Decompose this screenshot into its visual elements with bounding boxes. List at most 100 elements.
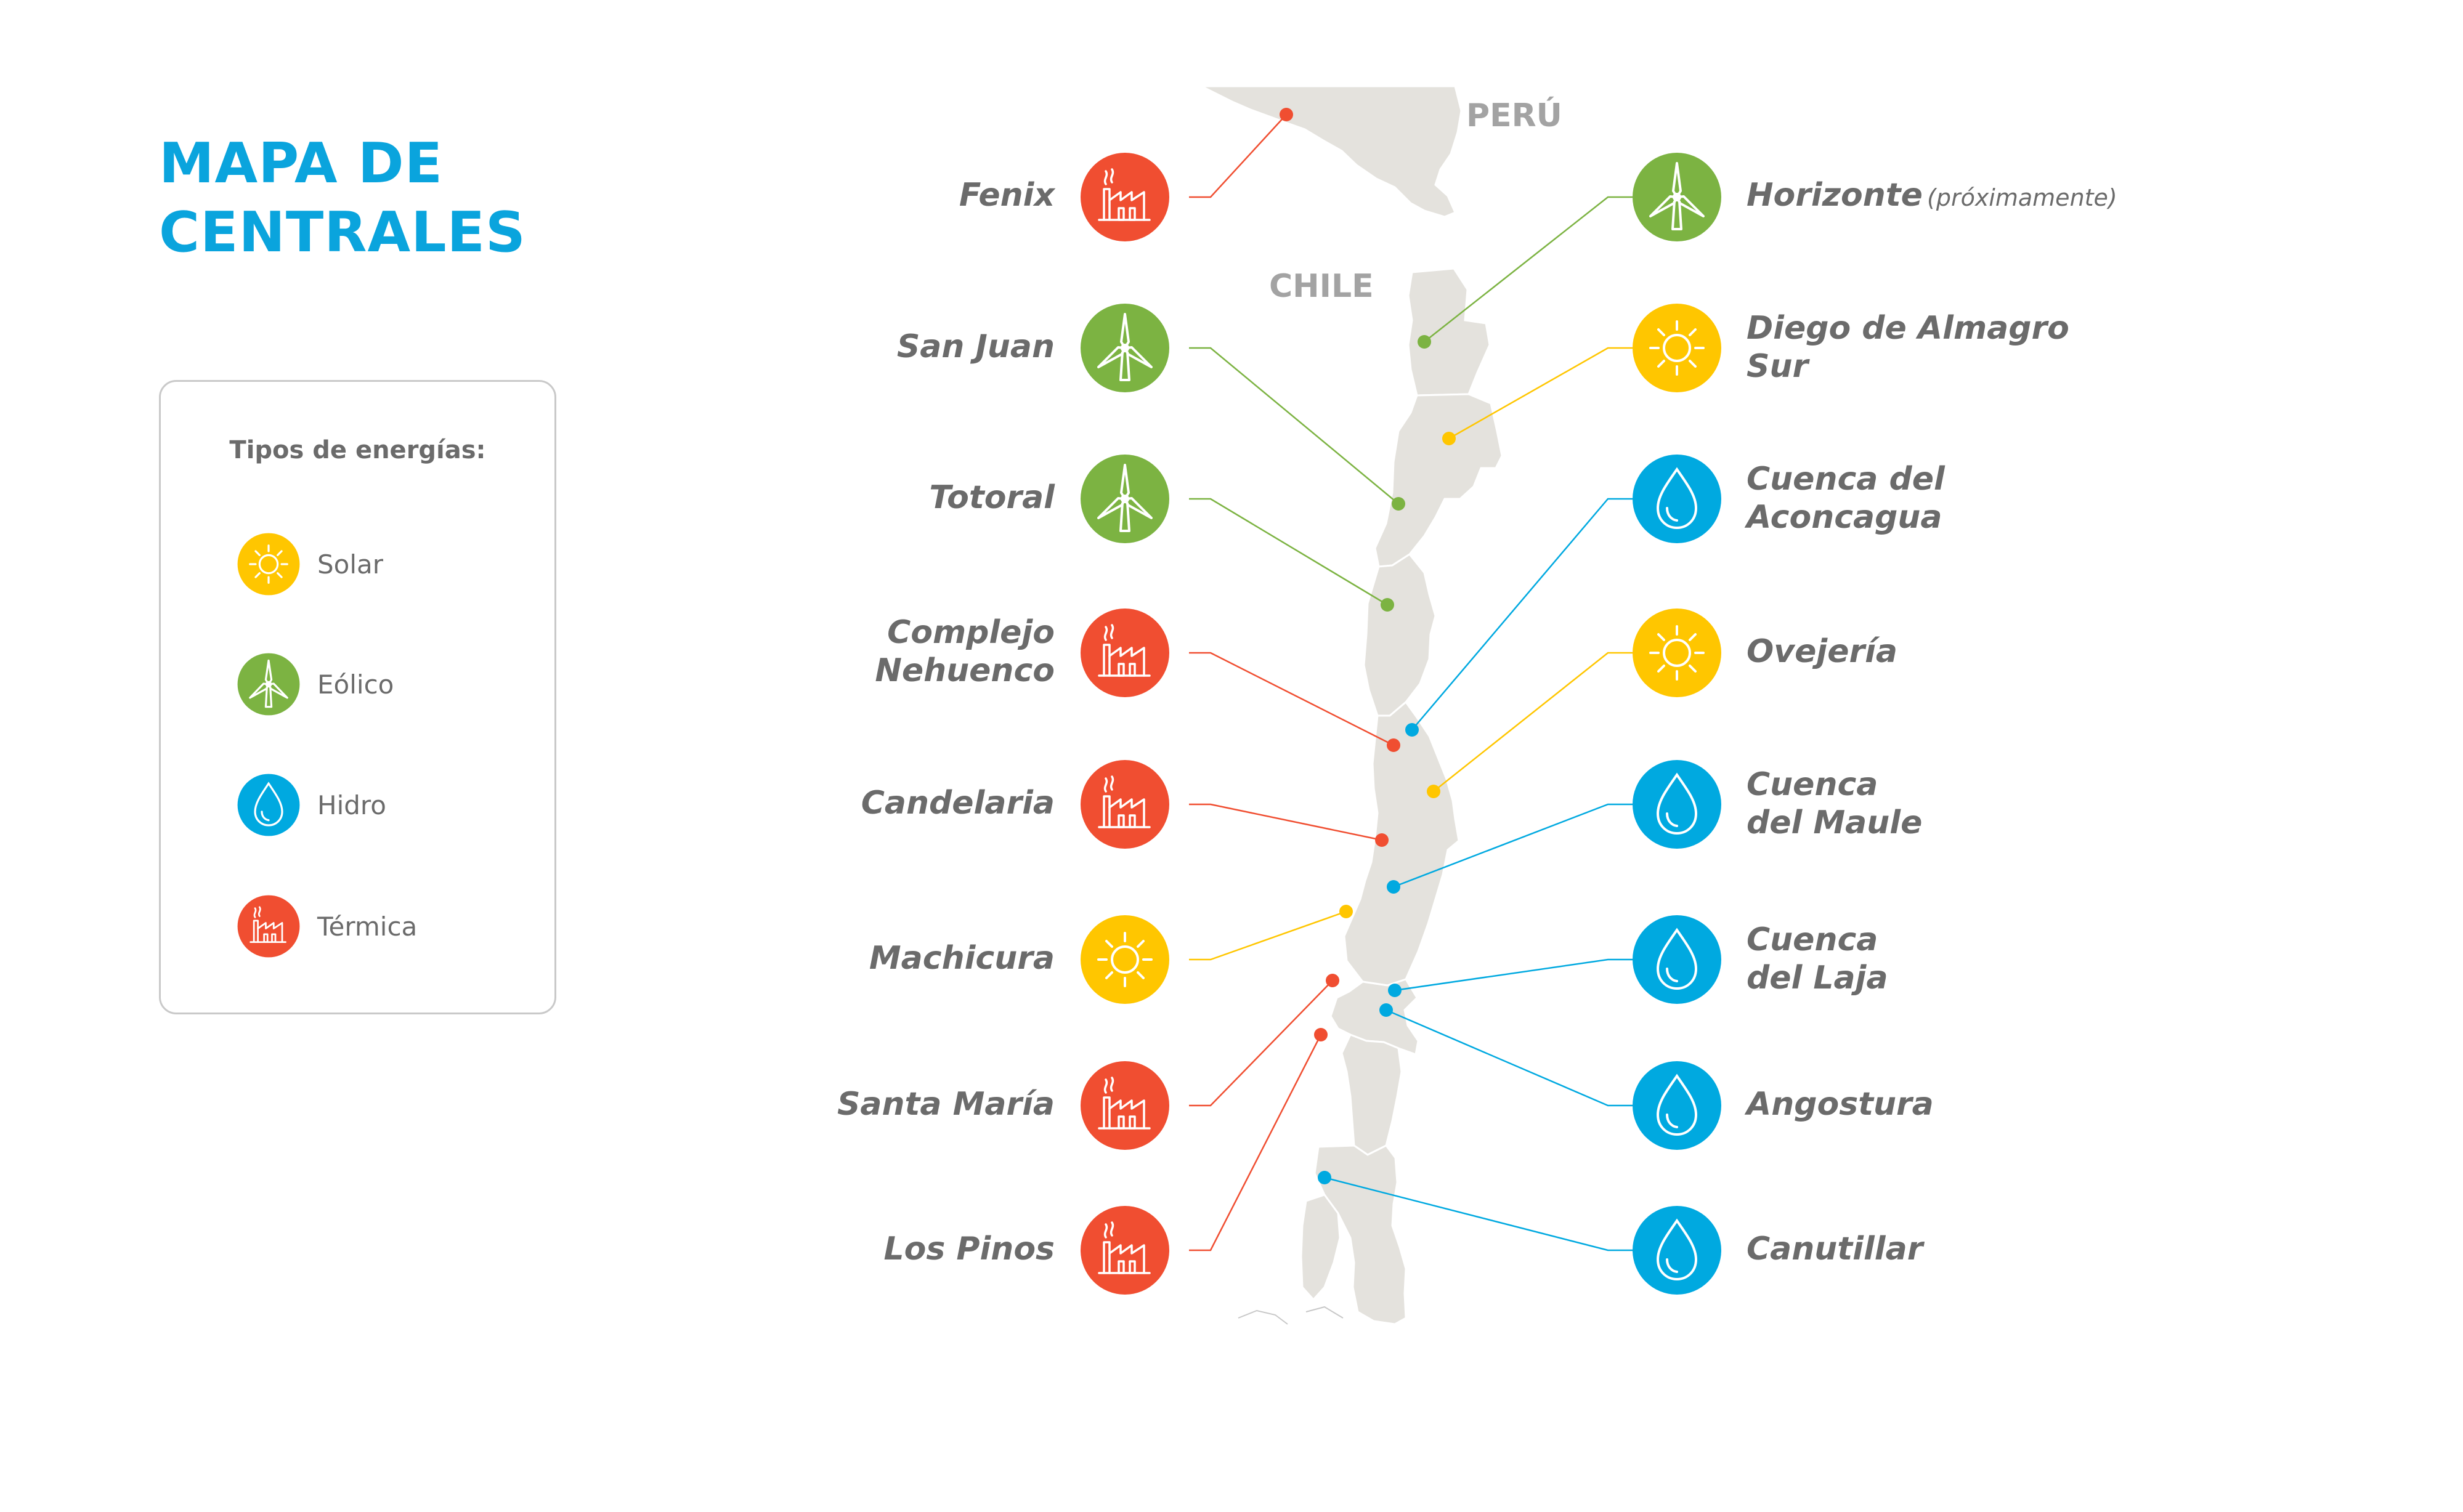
plant-label-fenix: Fenix (959, 177, 1056, 214)
horizonte-wind-turbine-icon (1631, 152, 1722, 243)
connector-ovejeria (1433, 652, 1633, 792)
maule-water-drop-icon (1631, 759, 1722, 850)
connector-candelaria (1189, 803, 1382, 841)
sun-icon (237, 533, 300, 596)
wind-turbine-icon (237, 653, 300, 716)
plant-label-laja-1: Cuenca (1747, 921, 1878, 958)
chile-atacama-region (1374, 393, 1503, 568)
dot-horizonte (1418, 335, 1431, 349)
plant-label-diego-almagro-2: Sur (1747, 348, 1810, 385)
fenix-factory-icon (1079, 152, 1171, 243)
legend-label-solar: Solar (317, 549, 384, 580)
plant-label-maule-2: del Maule (1747, 804, 1922, 841)
label-peru: PERÚ (1466, 96, 1562, 134)
diego-almagro-sun-icon (1631, 302, 1722, 394)
dot-machicura (1339, 905, 1353, 918)
laja-water-drop-icon (1631, 914, 1722, 1005)
plant-label-los-pinos: Los Pinos (883, 1231, 1055, 1267)
nehuenco-factory-icon (1079, 607, 1171, 698)
legend-item-hidro: Hidro (235, 771, 386, 839)
angostura-water-drop-icon (1631, 1060, 1722, 1151)
connector-totoral (1189, 498, 1388, 606)
legend-item-solar: Solar (235, 530, 383, 598)
connector-fenix (1189, 114, 1287, 198)
map-fragment-bottom (1238, 1306, 1344, 1325)
plant-label-san-juan: San Juan (897, 328, 1055, 365)
dot-candelaria (1375, 833, 1389, 847)
dot-santa-maria (1326, 974, 1339, 987)
legend-label-eolico: Eólico (317, 669, 394, 700)
connector-machicura (1189, 910, 1347, 961)
dot-los-pinos (1314, 1028, 1328, 1041)
chile-north-region (1407, 267, 1491, 397)
connector-aconcagua (1411, 498, 1633, 730)
dot-totoral (1381, 598, 1394, 612)
plant-label-santa-maria: Santa María (837, 1086, 1055, 1123)
legend-label-hidro: Hidro (317, 790, 386, 820)
location-dots (1280, 108, 1456, 1184)
connector-angostura (1386, 1009, 1633, 1107)
plant-label-angostura: Angostura (1744, 1086, 1934, 1123)
connector-nehuenco (1189, 652, 1394, 746)
aconcagua-water-drop-icon (1631, 453, 1722, 544)
dot-laja (1388, 984, 1402, 997)
santa-maria-factory-icon (1079, 1060, 1171, 1151)
connector-laja (1394, 958, 1633, 992)
energy-type-legend: Tipos de energías: Solar (159, 380, 556, 1014)
chiloe-island (1300, 1194, 1341, 1301)
chile-central-region (1343, 700, 1460, 987)
dot-fenix (1280, 108, 1293, 121)
plant-label-canutillar: Canutillar (1747, 1231, 1925, 1267)
dot-ovejeria (1427, 785, 1440, 798)
plant-label-aconcagua-2: Aconcagua (1744, 499, 1942, 536)
los-pinos-factory-icon (1079, 1205, 1171, 1296)
machicura-sun-icon (1079, 914, 1171, 1005)
plant-label-maule-1: Cuenca (1747, 766, 1878, 803)
plant-label-machicura: Machicura (869, 940, 1055, 977)
label-chile: CHILE (1269, 268, 1374, 305)
water-drop-icon (237, 774, 300, 836)
connector-horizonte (1424, 196, 1633, 342)
plant-label-aconcagua-1: Cuenca del (1747, 461, 1946, 498)
plant-label-ovejeria: Ovejería (1747, 633, 1897, 670)
plant-label-horizonte: Horizonte (1747, 177, 1923, 214)
plant-label-nehuenco-2: Nehuenco (875, 652, 1055, 689)
factory-icon (237, 895, 300, 958)
land-masses (1201, 85, 1503, 1325)
page-title: MAPA DE CENTRALES (159, 129, 526, 267)
legend-label-termica: Térmica (317, 911, 418, 942)
peru-landmass (1201, 85, 1463, 218)
plant-label-diego-almagro-1: Diego de Almagro (1747, 310, 2069, 347)
totoral-wind-turbine-icon (1079, 453, 1171, 544)
connector-lines (1189, 114, 1633, 1251)
dot-aconcagua (1405, 723, 1419, 737)
connector-diego-almagro (1448, 347, 1633, 440)
plant-label-nehuenco-1: Complejo (887, 614, 1055, 651)
connector-canutillar (1324, 1176, 1633, 1251)
canutillar-water-drop-icon (1631, 1205, 1722, 1296)
dot-maule (1387, 880, 1400, 894)
legend-heading: Tipos de energías: (229, 436, 486, 464)
connector-los-pinos (1189, 1034, 1322, 1251)
san-juan-wind-turbine-icon (1079, 302, 1171, 394)
title-line-1: MAPA DE (159, 131, 444, 196)
left-plant-labels: Fenix San Juan Totoral Complejo Nehuenco… (837, 177, 1055, 1267)
plant-label-laja-2: del Laja (1747, 960, 1888, 997)
ovejeria-sun-icon (1631, 607, 1722, 698)
legend-item-termica: Térmica (235, 892, 417, 960)
connector-maule (1393, 803, 1633, 888)
dot-canutillar (1318, 1171, 1331, 1184)
chile-central-north-region (1363, 553, 1437, 717)
connector-san-juan (1189, 347, 1399, 504)
candelaria-factory-icon (1079, 759, 1171, 850)
plant-label-candelaria: Candelaria (861, 785, 1055, 822)
dot-san-juan (1392, 497, 1405, 511)
legend-item-eolico: Eólico (235, 650, 394, 718)
dot-diego-almagro (1442, 432, 1456, 445)
plant-label-horizonte-note: (próximamente) (1927, 184, 2117, 211)
chile-south-region (1313, 1144, 1407, 1325)
title-line-2: CENTRALES (159, 200, 526, 265)
connector-santa-maria (1189, 980, 1333, 1107)
